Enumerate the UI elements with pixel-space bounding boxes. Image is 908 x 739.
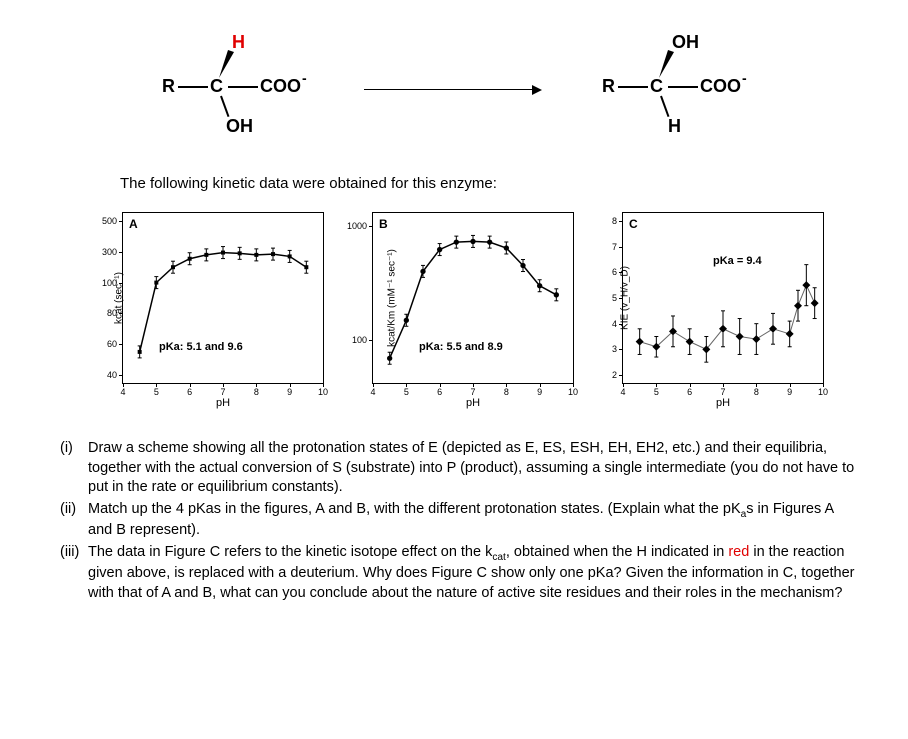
atom-oh-top: OH (672, 32, 699, 53)
x-tick-label: 5 (404, 387, 409, 397)
chart-a: kcat (sec⁻¹)pH45678910406080100300500ApK… (122, 212, 324, 384)
x-tick-label: 10 (568, 387, 578, 397)
atom-c: C (210, 76, 223, 97)
x-tick-label: 6 (437, 387, 442, 397)
question-body: Match up the 4 pKas in the figures, A an… (88, 500, 858, 541)
charts-row: kcat (sec⁻¹)pH45678910406080100300500ApK… (30, 212, 878, 414)
x-tick-label: 10 (818, 387, 828, 397)
question-i: (i) Draw a scheme showing all the proton… (60, 439, 858, 498)
chart-svg (123, 213, 323, 383)
atom-r: R (162, 76, 175, 97)
subscript: cat (492, 552, 506, 563)
x-tick-label: 8 (754, 387, 759, 397)
x-tick-label: 8 (504, 387, 509, 397)
x-tick-label: 10 (318, 387, 328, 397)
y-tick-label: 80 (107, 308, 117, 318)
charge: - (302, 70, 307, 86)
atom-coo: COO (260, 76, 301, 97)
chart-letter: C (629, 217, 638, 231)
y-tick-label: 5 (612, 293, 617, 303)
y-tick-label: 60 (107, 339, 117, 349)
question-body: The data in Figure C refers to the kinet… (88, 543, 858, 604)
atom-h-bottom: H (668, 116, 681, 137)
x-tick-label: 5 (654, 387, 659, 397)
y-tick-label: 100 (102, 278, 117, 288)
x-tick-label: 7 (470, 387, 475, 397)
bond (668, 86, 698, 88)
x-tick-label: 7 (720, 387, 725, 397)
product-molecule: R C COO - OH H (574, 30, 774, 150)
y-tick-label: 100 (352, 335, 367, 345)
y-tick-label: 300 (102, 247, 117, 257)
y-tick-label: 500 (102, 216, 117, 226)
reaction-arrow (364, 80, 544, 100)
y-tick-label: 7 (612, 242, 617, 252)
y-tick-label: 3 (612, 344, 617, 354)
x-tick-label: 7 (220, 387, 225, 397)
chart-letter: B (379, 217, 388, 231)
y-tick-label: 1000 (347, 221, 367, 231)
questions-block: (i) Draw a scheme showing all the proton… (60, 439, 858, 604)
chart-letter: A (129, 217, 138, 231)
x-tick-label: 4 (120, 387, 125, 397)
x-tick-label: 6 (687, 387, 692, 397)
x-tick-label: 4 (370, 387, 375, 397)
x-tick-label: 9 (537, 387, 542, 397)
x-axis-label: pH (716, 397, 730, 409)
atom-coo: COO (700, 76, 741, 97)
text: Match up the 4 pKas in the figures, A an… (88, 501, 741, 517)
y-tick-label: 4 (612, 319, 617, 329)
atom-r: R (602, 76, 615, 97)
y-tick-label: 6 (612, 267, 617, 277)
question-number: (i) (60, 439, 88, 498)
intro-text: The following kinetic data were obtained… (120, 175, 878, 192)
question-body: Draw a scheme showing all the protonatio… (88, 439, 858, 498)
bond (178, 86, 208, 88)
question-number: (iii) (60, 543, 88, 604)
y-tick-label: 8 (612, 216, 617, 226)
chart-svg (373, 213, 573, 383)
charge: - (742, 70, 747, 86)
bond (228, 86, 258, 88)
text: The data in Figure C refers to the kinet… (88, 544, 492, 560)
question-number: (ii) (60, 500, 88, 541)
text: , obtained when the H indicated in (506, 544, 728, 560)
x-tick-label: 4 (620, 387, 625, 397)
x-tick-label: 8 (254, 387, 259, 397)
atom-oh: OH (226, 116, 253, 137)
x-axis-label: pH (216, 397, 230, 409)
x-tick-label: 6 (187, 387, 192, 397)
question-iii: (iii) The data in Figure C refers to the… (60, 543, 858, 604)
y-tick-label: 2 (612, 370, 617, 380)
chart-b: kcat/Km (mM⁻¹ sec⁻¹)pH456789101001000BpK… (372, 212, 574, 384)
text-red: red (728, 544, 749, 560)
atom-c: C (650, 76, 663, 97)
pka-label: pKa = 9.4 (713, 255, 762, 267)
bond (660, 96, 669, 117)
chart-c: KIE (v_H/v_D)pH456789102345678CpKa = 9.4 (622, 212, 824, 384)
x-axis-label: pH (466, 397, 480, 409)
question-ii: (ii) Match up the 4 pKas in the figures,… (60, 500, 858, 541)
y-tick-label: 40 (107, 370, 117, 380)
x-tick-label: 5 (154, 387, 159, 397)
pka-label: pKa: 5.1 and 9.6 (159, 341, 243, 353)
chart-svg (623, 213, 823, 383)
x-tick-label: 9 (787, 387, 792, 397)
bond (220, 96, 229, 117)
reactant-molecule: R C COO - H OH (134, 30, 334, 150)
reaction-scheme: R C COO - H OH R C COO - OH H (30, 30, 878, 150)
x-tick-label: 9 (287, 387, 292, 397)
pka-label: pKa: 5.5 and 8.9 (419, 341, 503, 353)
atom-h-red: H (232, 32, 245, 53)
bond (618, 86, 648, 88)
